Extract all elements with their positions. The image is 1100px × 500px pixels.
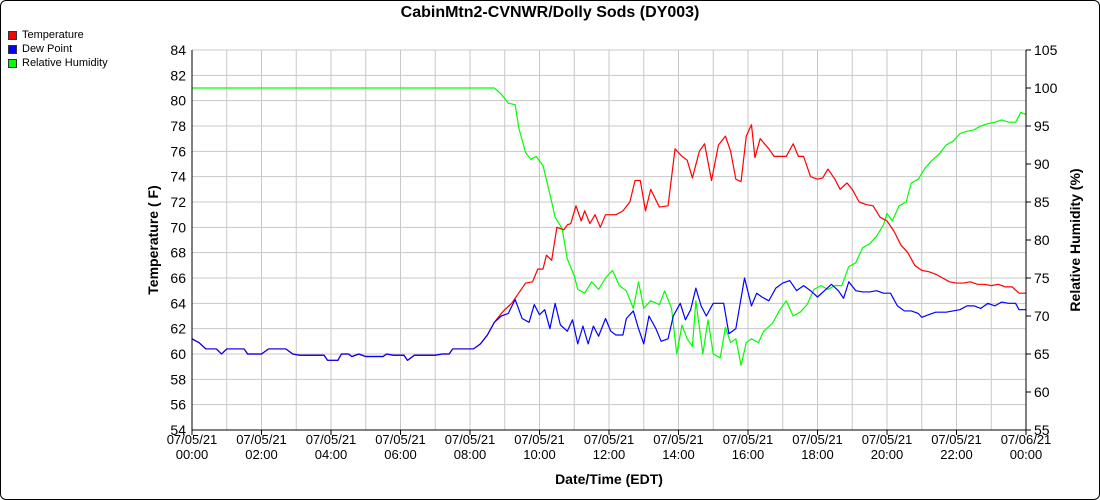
x-tick-label-date: 07/05/21: [445, 432, 496, 447]
y-axis-label-right: Relative Humidity (%): [1067, 168, 1083, 311]
y-tick-label-left: 84: [170, 42, 186, 58]
y-tick-label-left: 60: [170, 346, 186, 362]
y-tick-label-right: 70: [1034, 308, 1050, 324]
x-tick-label-time: 22:00: [940, 447, 973, 462]
y-tick-label-right: 85: [1034, 194, 1050, 210]
series-line-relative-humidity: [192, 87, 1027, 366]
y-tick-label-left: 80: [170, 93, 186, 109]
y-axis-label-left: Temperature ( F): [145, 185, 161, 294]
x-tick-label-time: 20:00: [871, 447, 904, 462]
x-tick-label-time: 12:00: [593, 447, 626, 462]
x-tick-label-time: 08:00: [454, 447, 487, 462]
y-tick-label-right: 55: [1034, 422, 1050, 438]
y-tick-label-right: 95: [1034, 118, 1050, 134]
y-tick-label-left: 72: [170, 194, 186, 210]
axes: 54 56 58 60 62 64 66 68 70 72 74 76 78 80 82 84 55 60 65 70…: [167, 42, 1058, 462]
y-tick-label-right: 75: [1034, 270, 1050, 286]
y-tick-label-left: 68: [170, 245, 186, 261]
legend-label-relative-humidity: Relative Humidity: [22, 57, 108, 69]
y-tick-label-left: 62: [170, 321, 186, 337]
x-tick-label-date: 07/05/21: [236, 432, 287, 447]
x-tick-label-time: 14:00: [662, 447, 695, 462]
legend-item-temperature: Temperature: [8, 28, 108, 42]
x-axis-label: Date/Time (EDT): [555, 471, 663, 487]
y-tick-label-right: 90: [1034, 156, 1050, 172]
y-tick-label-left: 70: [170, 219, 186, 235]
x-tick-label-date: 07/05/21: [792, 432, 843, 447]
y-tick-label-right: 105: [1034, 42, 1058, 58]
series-line-dew-point: [191, 277, 1026, 361]
legend-item-relative-humidity: Relative Humidity: [8, 56, 108, 70]
y-tick-label-left: 64: [170, 295, 186, 311]
y-tick-label-right: 65: [1034, 346, 1050, 362]
y-tick-label-left: 58: [170, 371, 186, 387]
x-tick-label-time: 00:00: [176, 447, 209, 462]
legend-swatch-temperature: [8, 30, 17, 40]
x-tick-label-date: 07/05/21: [584, 432, 635, 447]
x-tick-label-date: 07/05/21: [862, 432, 913, 447]
y-tick-label-left: 76: [170, 143, 186, 159]
legend-label-dew-point: Dew Point: [22, 43, 73, 55]
legend-item-dew-point: Dew Point: [8, 42, 108, 56]
x-tick-label-date: 07/05/21: [931, 432, 982, 447]
series-layer: [191, 87, 1027, 366]
chart-title: CabinMtn2-CVNWR/Dolly Sods (DY003): [400, 4, 700, 21]
x-tick-label-date: 07/05/21: [514, 432, 565, 447]
legend-swatch-dew-point: [8, 44, 17, 54]
x-tick-label-time: 04:00: [315, 447, 348, 462]
x-tick-label-time: 00:00: [1010, 447, 1043, 462]
x-tick-label-time: 10:00: [523, 447, 556, 462]
y-tick-label-left: 74: [170, 169, 186, 185]
y-tick-label-left: 82: [170, 67, 186, 83]
legend: Temperature Dew Point Relative Humidity: [8, 28, 108, 70]
legend-swatch-relative-humidity: [8, 58, 17, 68]
x-tick-label-date: 07/05/21: [375, 432, 426, 447]
x-tick-label-time: 18:00: [801, 447, 834, 462]
y-tick-label-right: 60: [1034, 384, 1050, 400]
y-tick-label-left: 54: [170, 422, 186, 438]
grid: [191, 49, 1027, 431]
x-tick-label-time: 02:00: [245, 447, 278, 462]
x-tick-label-time: 16:00: [732, 447, 765, 462]
x-tick-label-date: 07/05/21: [653, 432, 704, 447]
x-tick-label-date: 07/06/21: [1001, 432, 1052, 447]
x-tick-label-date: 07/05/21: [167, 432, 218, 447]
y-tick-label-left: 78: [170, 118, 186, 134]
x-tick-label-date: 07/05/21: [723, 432, 774, 447]
x-tick-label-time: 06:00: [384, 447, 417, 462]
y-tick-label-right: 80: [1034, 232, 1050, 248]
legend-label-temperature: Temperature: [22, 29, 84, 41]
y-tick-label-left: 56: [170, 397, 186, 413]
y-tick-label-left: 66: [170, 270, 186, 286]
y-tick-label-right: 100: [1034, 80, 1058, 96]
x-tick-label-date: 07/05/21: [306, 432, 357, 447]
